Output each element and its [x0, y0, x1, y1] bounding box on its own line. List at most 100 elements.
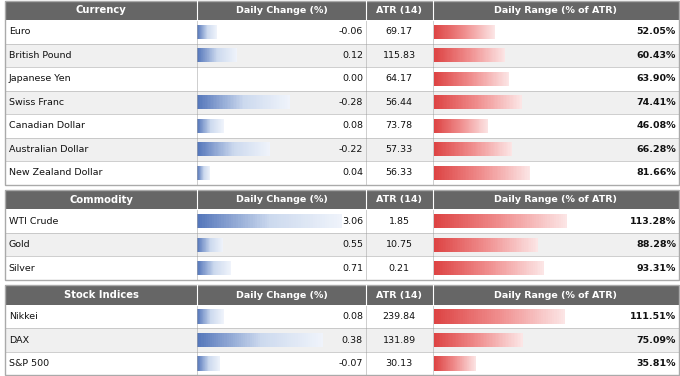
- Bar: [462, 95, 464, 109]
- Bar: [498, 166, 500, 180]
- Bar: [489, 48, 490, 62]
- Bar: [452, 309, 454, 324]
- Text: 66.28%: 66.28%: [636, 145, 676, 154]
- Bar: [502, 309, 504, 324]
- Bar: [484, 25, 486, 39]
- Bar: [477, 72, 478, 86]
- Bar: [5, 44, 679, 67]
- Bar: [528, 166, 530, 180]
- Bar: [486, 214, 488, 228]
- Bar: [482, 25, 483, 39]
- Bar: [543, 309, 545, 324]
- Bar: [469, 261, 471, 275]
- Bar: [457, 119, 458, 133]
- Bar: [214, 95, 216, 109]
- Bar: [245, 214, 248, 228]
- Bar: [222, 95, 224, 109]
- Bar: [481, 119, 482, 133]
- Bar: [515, 238, 517, 252]
- Bar: [496, 142, 498, 156]
- Bar: [469, 119, 471, 133]
- Bar: [509, 142, 511, 156]
- Bar: [5, 305, 679, 328]
- Bar: [511, 95, 513, 109]
- Bar: [472, 48, 473, 62]
- Bar: [453, 25, 454, 39]
- Bar: [208, 333, 210, 347]
- Bar: [447, 333, 449, 347]
- Bar: [294, 214, 296, 228]
- Bar: [529, 261, 531, 275]
- Bar: [284, 214, 286, 228]
- Bar: [465, 309, 467, 324]
- Bar: [277, 95, 279, 109]
- Bar: [265, 214, 267, 228]
- Bar: [447, 95, 449, 109]
- Bar: [507, 333, 508, 347]
- Bar: [267, 95, 268, 109]
- Bar: [451, 72, 452, 86]
- Bar: [445, 309, 447, 324]
- Bar: [445, 333, 446, 347]
- Bar: [273, 333, 275, 347]
- Bar: [456, 309, 458, 324]
- Bar: [473, 142, 475, 156]
- Bar: [225, 142, 226, 156]
- Bar: [299, 214, 301, 228]
- Bar: [491, 95, 492, 109]
- Bar: [239, 333, 241, 347]
- Bar: [483, 25, 484, 39]
- Bar: [451, 25, 452, 39]
- Bar: [526, 238, 528, 252]
- Bar: [539, 309, 541, 324]
- Bar: [465, 238, 467, 252]
- Bar: [488, 48, 489, 62]
- Text: 35.81%: 35.81%: [636, 359, 676, 368]
- Bar: [506, 142, 507, 156]
- Bar: [228, 333, 231, 347]
- Bar: [507, 72, 508, 86]
- Bar: [441, 309, 443, 324]
- Bar: [437, 72, 438, 86]
- Bar: [456, 95, 458, 109]
- Bar: [495, 166, 496, 180]
- Bar: [467, 48, 469, 62]
- Bar: [505, 72, 506, 86]
- Bar: [558, 214, 561, 228]
- Bar: [330, 214, 332, 228]
- Text: Canadian Dollar: Canadian Dollar: [9, 121, 85, 130]
- Bar: [259, 95, 260, 109]
- Bar: [263, 95, 265, 109]
- Bar: [484, 48, 485, 62]
- Bar: [481, 142, 482, 156]
- Bar: [507, 214, 510, 228]
- Bar: [285, 95, 286, 109]
- Bar: [519, 214, 521, 228]
- Bar: [503, 166, 505, 180]
- Bar: [521, 238, 522, 252]
- Bar: [436, 238, 438, 252]
- Bar: [479, 142, 481, 156]
- Bar: [470, 48, 471, 62]
- Bar: [476, 142, 477, 156]
- Bar: [467, 72, 468, 86]
- Bar: [492, 214, 494, 228]
- Bar: [505, 238, 507, 252]
- Bar: [470, 214, 472, 228]
- Bar: [475, 261, 476, 275]
- Bar: [5, 328, 679, 352]
- Bar: [494, 166, 495, 180]
- Bar: [469, 356, 470, 371]
- Bar: [455, 95, 456, 109]
- Bar: [293, 333, 296, 347]
- Bar: [469, 25, 470, 39]
- Text: 0.71: 0.71: [342, 264, 363, 273]
- Bar: [457, 356, 458, 371]
- Bar: [497, 48, 498, 62]
- Bar: [528, 309, 530, 324]
- Bar: [552, 309, 554, 324]
- Bar: [214, 142, 216, 156]
- Bar: [441, 356, 442, 371]
- Bar: [472, 95, 474, 109]
- Bar: [442, 166, 444, 180]
